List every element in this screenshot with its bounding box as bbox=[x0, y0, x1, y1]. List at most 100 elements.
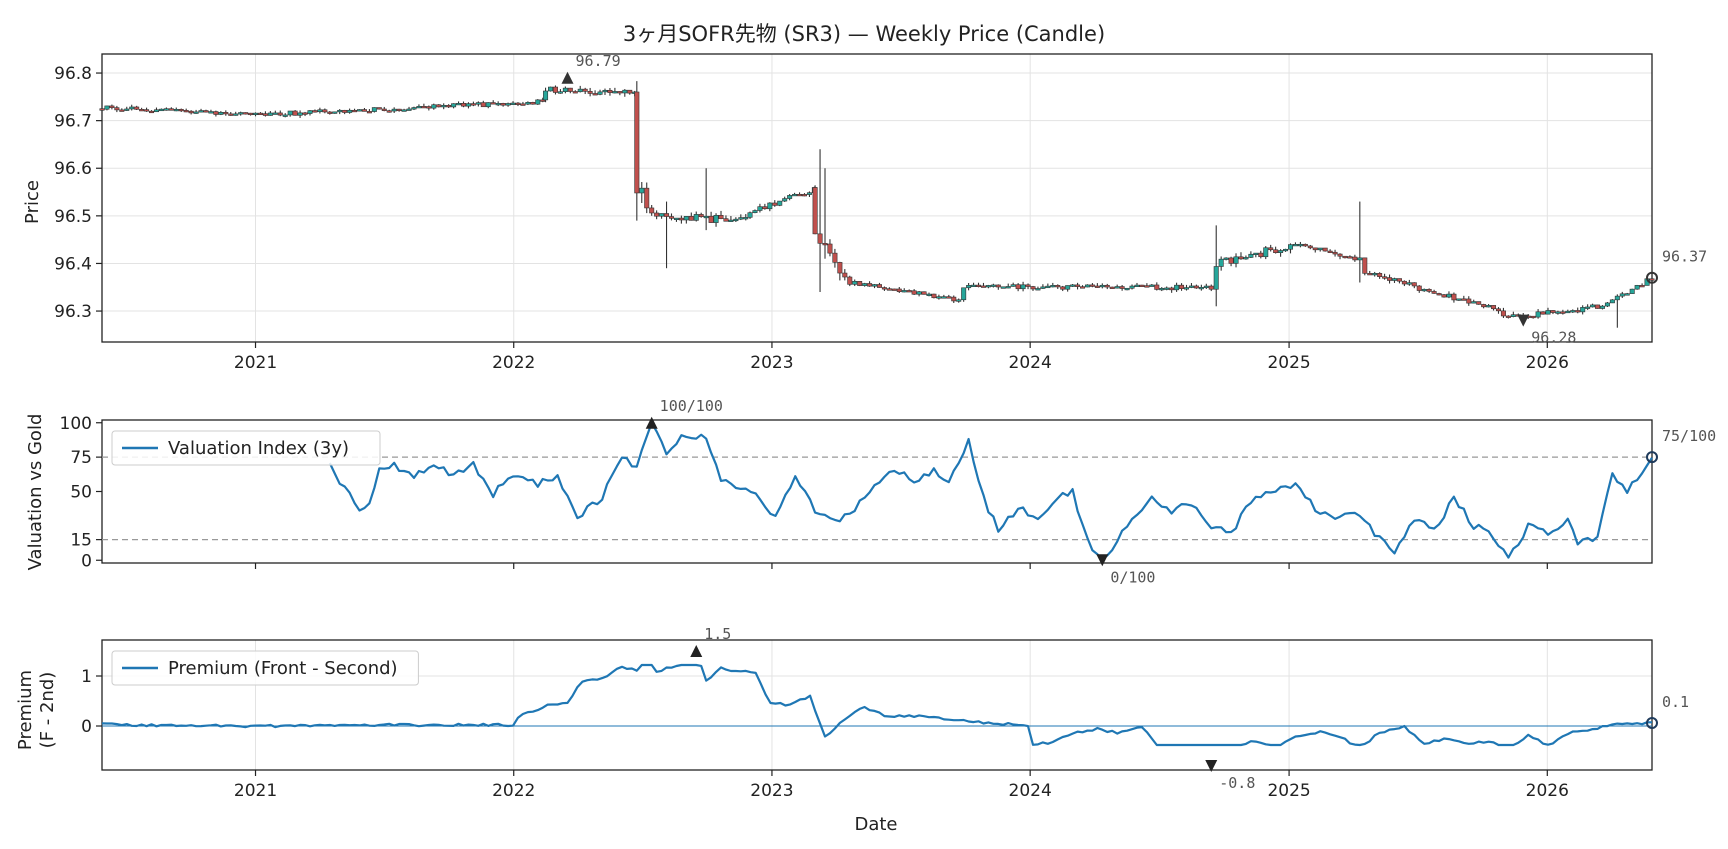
candle-body bbox=[1332, 251, 1338, 255]
candle-body bbox=[806, 192, 812, 195]
premium-y-axis-label-line: Premium bbox=[15, 670, 36, 750]
candle-body bbox=[1495, 308, 1501, 312]
candle-body bbox=[223, 112, 229, 115]
x-tick-label: 2022 bbox=[492, 353, 535, 373]
candle-body bbox=[238, 112, 244, 115]
candle-body bbox=[1510, 314, 1516, 317]
candle-body bbox=[688, 216, 694, 221]
candle-body bbox=[1114, 286, 1120, 289]
candle-body bbox=[921, 291, 927, 295]
candle-body bbox=[1619, 293, 1625, 297]
candle-body bbox=[1065, 285, 1071, 290]
candle-body bbox=[183, 110, 189, 113]
plot-frame bbox=[101, 53, 1653, 343]
premium-y-axis-label: Premium(F - 2nd) bbox=[15, 670, 58, 750]
candle-body bbox=[1486, 305, 1492, 308]
min-value-annotation: 0/100 bbox=[1110, 568, 1155, 586]
candle-body bbox=[956, 299, 962, 302]
candle-body bbox=[500, 103, 506, 106]
candle-body bbox=[1292, 244, 1298, 247]
last-value-annotation: 96.37 bbox=[1662, 248, 1707, 266]
candle-body bbox=[901, 290, 907, 293]
candle-body bbox=[1223, 257, 1229, 260]
candle-body bbox=[1387, 277, 1393, 281]
candle-body bbox=[738, 217, 744, 220]
candle-body bbox=[1045, 285, 1051, 289]
candle-body bbox=[1005, 286, 1011, 289]
candle-body bbox=[505, 103, 511, 106]
candle-body bbox=[1327, 250, 1333, 253]
candle-body bbox=[743, 217, 749, 220]
candle-body bbox=[1228, 257, 1234, 264]
candle-body bbox=[1565, 310, 1571, 314]
candle-body bbox=[312, 110, 318, 113]
candle-body bbox=[896, 288, 902, 292]
candle-body bbox=[1629, 288, 1635, 294]
candle-body bbox=[1382, 276, 1388, 279]
legend-box bbox=[111, 430, 381, 466]
candle-body bbox=[822, 243, 828, 246]
candle-body bbox=[862, 283, 868, 286]
candle-body bbox=[752, 210, 758, 214]
candle-body bbox=[198, 110, 204, 113]
candle-body bbox=[832, 252, 838, 263]
candle-body bbox=[659, 213, 665, 217]
candle-body bbox=[465, 103, 471, 107]
y-tick-label: 0 bbox=[81, 717, 92, 737]
candle-body bbox=[966, 285, 972, 289]
candle-body bbox=[1084, 284, 1090, 288]
candle-body bbox=[801, 194, 807, 197]
candle-body bbox=[906, 290, 912, 293]
candle-body bbox=[1595, 304, 1601, 309]
candle-body bbox=[867, 283, 873, 287]
candle-body bbox=[1184, 287, 1190, 290]
candle-body bbox=[792, 193, 798, 197]
max-marker bbox=[645, 416, 658, 429]
candle-body bbox=[1585, 306, 1591, 309]
x-tick-label: 2023 bbox=[750, 353, 793, 373]
last-marker bbox=[1646, 271, 1658, 284]
candle-body bbox=[431, 104, 437, 109]
candle-body bbox=[317, 109, 323, 113]
candle-body bbox=[520, 103, 526, 106]
candle-body bbox=[668, 216, 674, 219]
max-value-annotation: 96.79 bbox=[575, 52, 620, 70]
candle-body bbox=[1198, 286, 1204, 290]
candle-body bbox=[931, 293, 937, 299]
legend-box bbox=[111, 650, 419, 686]
candle-body bbox=[886, 288, 892, 291]
candle-body bbox=[327, 111, 333, 114]
premium-y-axis-label-line: (F - 2nd) bbox=[37, 672, 58, 749]
last-marker bbox=[1646, 717, 1658, 729]
legend: Valuation Index (3y) bbox=[111, 430, 381, 466]
candle-body bbox=[941, 296, 947, 299]
candle-body bbox=[1357, 257, 1363, 261]
y-tick-label: 96.4 bbox=[54, 254, 92, 274]
candle-body bbox=[708, 215, 714, 223]
candle-body bbox=[881, 287, 887, 290]
candle-body bbox=[1070, 284, 1076, 287]
candle-body bbox=[1030, 286, 1036, 290]
candle-body bbox=[441, 104, 447, 108]
last-marker bbox=[1646, 451, 1658, 464]
candle-body bbox=[357, 109, 363, 112]
candle-body bbox=[1649, 278, 1655, 281]
candle-body bbox=[233, 113, 239, 116]
candle-body bbox=[485, 102, 491, 108]
candle-body bbox=[562, 87, 568, 92]
candle-body bbox=[376, 107, 382, 110]
candle-body bbox=[421, 106, 427, 109]
candle-body bbox=[1119, 286, 1125, 289]
candle-body bbox=[782, 198, 788, 202]
candle-body bbox=[1575, 310, 1581, 313]
candle-body bbox=[772, 202, 778, 206]
candle-body bbox=[567, 87, 573, 92]
y-tick-label: 96.3 bbox=[54, 302, 92, 322]
candle-body bbox=[1297, 243, 1303, 247]
candle-body bbox=[1273, 249, 1279, 253]
candle-body bbox=[911, 290, 917, 295]
candle-body bbox=[1164, 287, 1170, 290]
candle-body bbox=[451, 103, 457, 108]
candle-body bbox=[842, 272, 848, 278]
candle-body bbox=[1000, 286, 1006, 289]
